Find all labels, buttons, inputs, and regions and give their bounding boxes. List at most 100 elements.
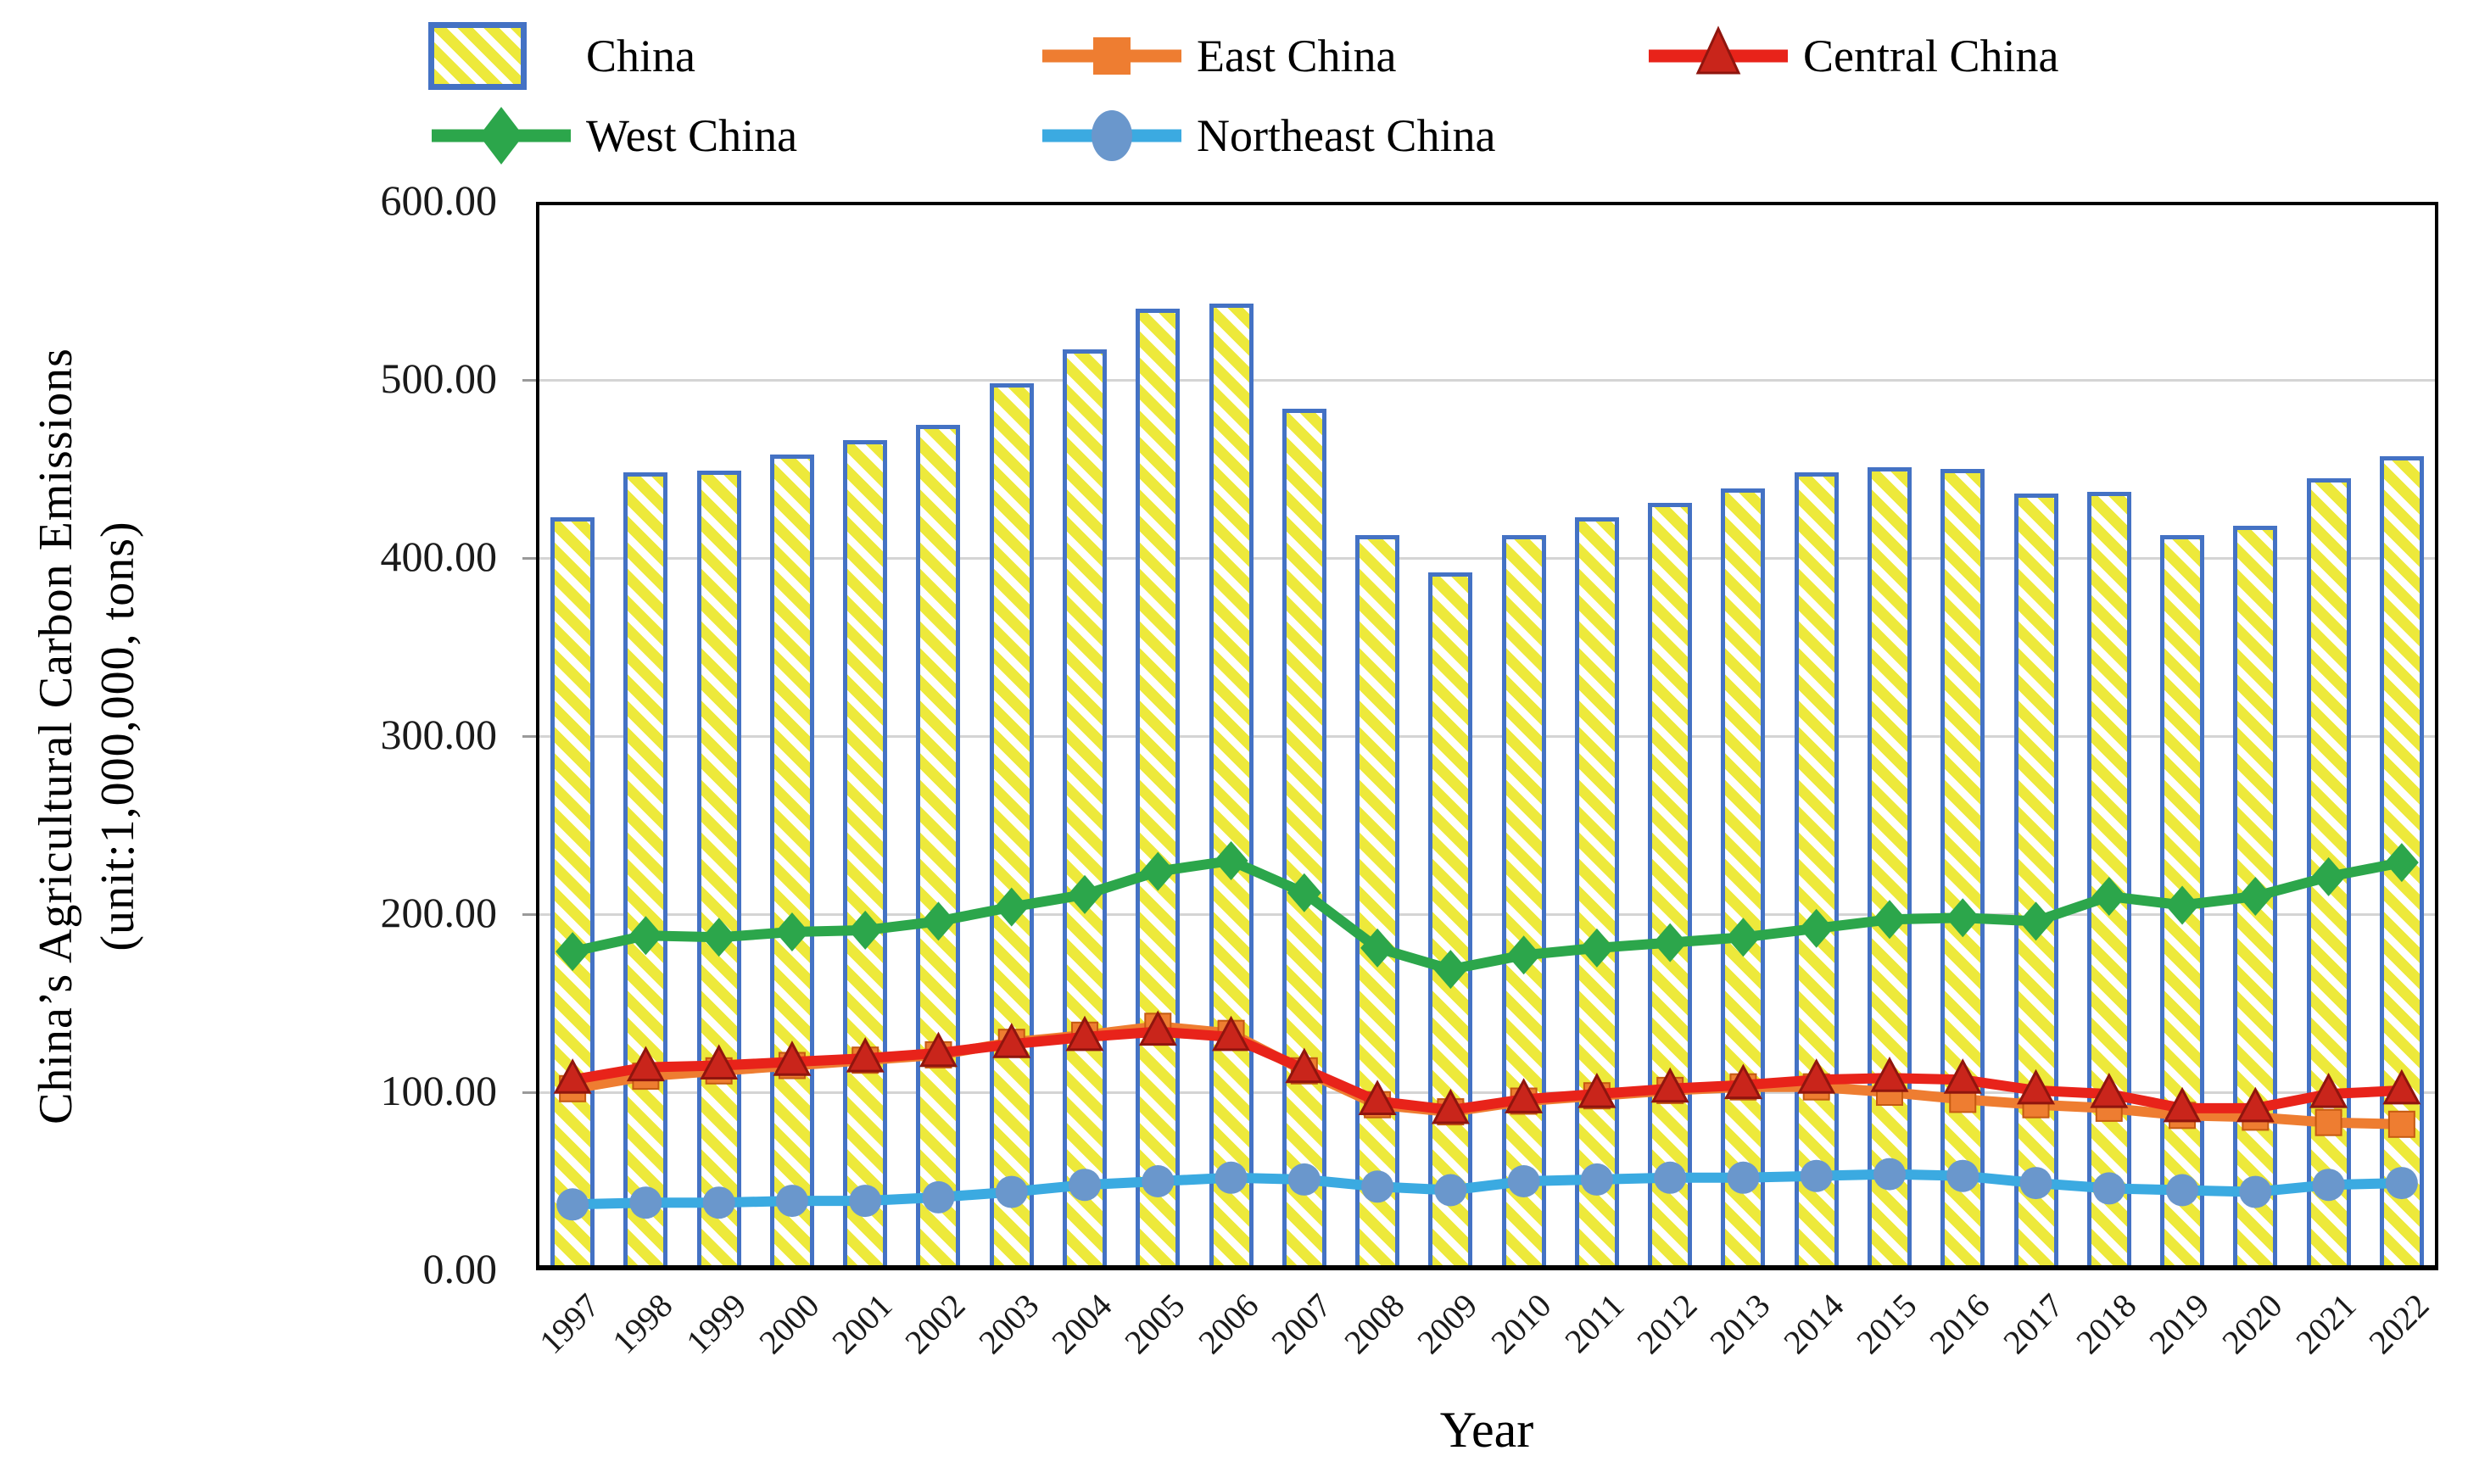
central-china-marker-2011 <box>1577 1072 1616 1108</box>
y-axis-tick-mark <box>522 556 536 560</box>
bar-2010 <box>1501 534 1546 1270</box>
y-tick-label: 300.00 <box>380 711 498 758</box>
legend-label-east-china: East China <box>1197 31 1397 81</box>
central-china-marker-2008 <box>1358 1080 1397 1115</box>
bar-1998 <box>623 472 668 1270</box>
gridline <box>536 378 2438 382</box>
y-tick-label: 100.00 <box>380 1067 498 1114</box>
bar-2002 <box>916 424 961 1270</box>
northeast-china-marker-2012 <box>1654 1161 1687 1194</box>
china-bar-swatch-icon <box>428 17 574 95</box>
central-china-marker-2019 <box>2163 1086 2202 1123</box>
west-china-marker-2000 <box>774 912 809 951</box>
bar-2013 <box>1721 488 1766 1270</box>
central-china-marker-2002 <box>919 1031 958 1068</box>
northeast-china-marker-2021 <box>2312 1169 2345 1202</box>
central-china-marker-2015 <box>1870 1057 1909 1092</box>
northeast-china-marker-2003 <box>995 1175 1028 1208</box>
west-china-marker-2005 <box>1141 851 1175 891</box>
west-china-marker-2009 <box>1433 950 1468 990</box>
west-china-marker-2004 <box>1068 874 1103 914</box>
central-china-marker-2004 <box>1065 1015 1104 1052</box>
legend-item-east-china: East China <box>1039 17 1645 95</box>
x-axis-title: Year <box>1439 1402 1534 1458</box>
central-china-marker-2013 <box>1723 1063 1762 1100</box>
northeast-china-marker-2009 <box>1434 1174 1467 1207</box>
central-china-marker-2017 <box>2017 1068 2056 1105</box>
west-china-marker-1998 <box>628 916 663 956</box>
west-china-marker-1997 <box>556 932 590 972</box>
central-china-marker-1999 <box>700 1044 739 1080</box>
west-china-marker-2019 <box>2165 885 2200 925</box>
bar-2016 <box>1940 469 1985 1270</box>
legend-label-central-china: Central China <box>1803 31 2059 81</box>
bar-2000 <box>769 455 814 1270</box>
northeast-china-marker-2018 <box>2092 1172 2125 1205</box>
west-china-marker-2017 <box>2019 901 2053 941</box>
y-tick-label: 0.00 <box>422 1245 498 1292</box>
plot-area <box>536 202 2438 1270</box>
central-china-marker-2014 <box>1797 1058 1836 1094</box>
bar-2009 <box>1428 572 1473 1270</box>
northeast-china-marker-1998 <box>629 1186 662 1219</box>
northeast-china-marker-2008 <box>1361 1170 1394 1203</box>
bar-2004 <box>1063 349 1108 1270</box>
legend-item-central-china: Central China <box>1645 17 2345 95</box>
west-china-marker-2011 <box>1579 928 1614 968</box>
northeast-china-marker-2002 <box>922 1180 955 1213</box>
gridline <box>536 1091 2438 1094</box>
west-china-marker-2016 <box>1946 898 1980 938</box>
west-china-marker-2020 <box>2238 877 2273 916</box>
northeast-china-marker-2007 <box>1287 1163 1321 1196</box>
northeast-china-marker-2014 <box>1800 1159 1833 1192</box>
west-china-marker-2022 <box>2384 843 2419 883</box>
west-china-marker-2003 <box>994 887 1029 927</box>
northeast-china-marker-2005 <box>1142 1165 1175 1197</box>
northeast-china-marker-2010 <box>1507 1165 1540 1197</box>
central-china-marker-2016 <box>1943 1058 1982 1094</box>
x-axis-tick-labels: 1997 1998 1999 2000 2001 2002 2003 2004 2005 2006… <box>532 202 2438 1361</box>
central-china-marker-2018 <box>2090 1072 2129 1108</box>
central-china-marker-2006 <box>1212 1015 1251 1052</box>
hatched-bar-swatch <box>428 22 527 90</box>
west-china-marker-2013 <box>1726 918 1761 957</box>
y-axis-tick-mark <box>522 378 536 382</box>
northeast-china-marker-2016 <box>1946 1159 1979 1192</box>
bar-2011 <box>1574 516 1619 1270</box>
west-china-marker-2015 <box>1872 900 1907 940</box>
northeast-china-marker-icon <box>1039 97 1185 175</box>
central-china-marker-2007 <box>1285 1047 1324 1084</box>
bar-2003 <box>989 383 1034 1270</box>
northeast-china-marker-2006 <box>1214 1161 1248 1194</box>
central-china-marker-2000 <box>773 1040 812 1076</box>
y-axis-tick-mark <box>522 912 536 916</box>
east-china-marker-2021 <box>2314 1108 2342 1136</box>
central-china-marker-2020 <box>2236 1086 2275 1123</box>
legend-item-china: China <box>428 17 1039 95</box>
central-china-marker-2001 <box>846 1036 885 1073</box>
west-china-marker-2021 <box>2311 856 2346 896</box>
central-china-marker-1998 <box>626 1046 665 1082</box>
y-axis-tick-labels: 600.00 500.00 400.00 300.00 200.00 100.00 0.00 <box>0 176 509 1292</box>
northeast-china-marker-2013 <box>1727 1161 1760 1194</box>
legend: China East China Central China West Chin… <box>428 17 2345 175</box>
west-china-marker-icon <box>428 97 574 175</box>
east-china-marker-icon <box>1039 17 1185 95</box>
gridline <box>536 734 2438 738</box>
northeast-china-marker-2017 <box>2019 1167 2052 1200</box>
central-china-line <box>567 1026 2407 1115</box>
central-china-marker-icon <box>1645 17 1791 95</box>
bar-1999 <box>696 471 741 1270</box>
bar-2006 <box>1209 303 1254 1270</box>
y-axis-tick-mark <box>522 734 536 738</box>
y-tick-label: 400.00 <box>380 533 498 580</box>
west-china-marker-2007 <box>1287 873 1321 912</box>
bar-1997 <box>550 516 595 1270</box>
northeast-china-marker-2000 <box>775 1185 808 1218</box>
west-china-marker-2018 <box>2091 877 2126 916</box>
northeast-china-marker-1999 <box>702 1186 735 1219</box>
central-china-marker-2003 <box>992 1023 1031 1058</box>
west-china-marker-2010 <box>1506 935 1541 975</box>
legend-label-west-china: West China <box>586 110 798 161</box>
